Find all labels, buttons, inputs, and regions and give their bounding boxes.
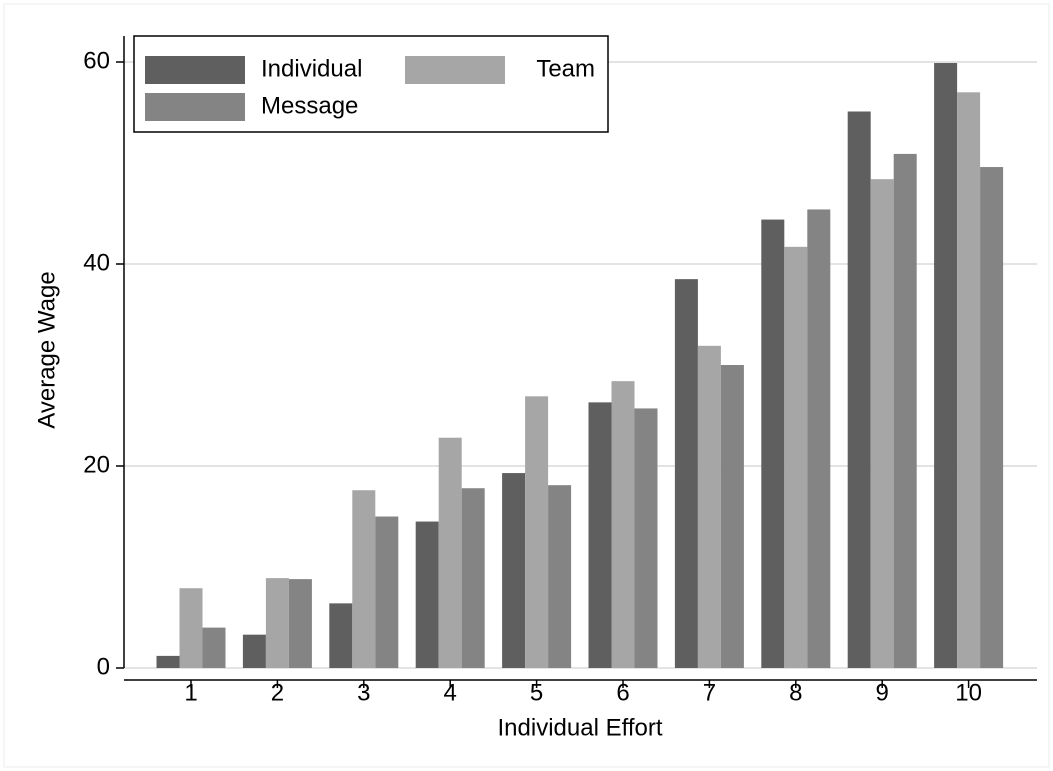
x-tick-label: 5	[530, 679, 543, 706]
bar	[720, 365, 744, 668]
bar	[242, 634, 266, 668]
legend-label: Individual	[261, 55, 362, 82]
x-tick-label: 4	[444, 679, 457, 706]
y-tick-label: 20	[83, 451, 110, 478]
bars	[156, 63, 1004, 669]
x-axis-title: Individual Effort	[498, 714, 663, 741]
legend-swatch	[145, 93, 245, 121]
bar	[415, 521, 439, 668]
bar	[980, 167, 1004, 669]
bar	[352, 490, 376, 668]
legend-label: Team	[536, 55, 595, 82]
bar	[847, 111, 871, 669]
bar	[588, 402, 612, 668]
axes: 0 20 40 60 1 2 3 4 5 6 7 8 9 10	[83, 36, 1037, 706]
legend-swatch	[145, 56, 245, 84]
bar	[548, 485, 572, 668]
legend-label: Message	[261, 92, 358, 119]
x-tick-label: 9	[876, 679, 889, 706]
legend-swatch	[405, 56, 505, 84]
x-tick-label: 7	[703, 679, 716, 706]
x-tick-label: 6	[616, 679, 629, 706]
bar	[784, 246, 808, 668]
bar	[674, 279, 698, 668]
x-tick-label: 10	[955, 679, 982, 706]
x-tick-label: 8	[789, 679, 802, 706]
bar	[265, 578, 289, 668]
bar	[957, 92, 981, 669]
bar	[375, 516, 399, 668]
bar	[611, 381, 635, 668]
y-tick-label: 60	[83, 47, 110, 74]
bar	[870, 179, 894, 668]
bar	[634, 408, 658, 668]
bar	[202, 627, 226, 668]
bar	[934, 63, 958, 668]
x-tick-label: 1	[184, 679, 197, 706]
bar	[156, 655, 180, 668]
bar	[761, 219, 785, 668]
bar	[461, 488, 485, 668]
y-tick-label: 0	[97, 653, 110, 680]
bar	[525, 396, 549, 668]
bar	[807, 209, 831, 668]
y-tick-label: 40	[83, 249, 110, 276]
bar	[288, 579, 312, 668]
bar	[697, 345, 721, 668]
bar	[502, 473, 526, 668]
x-tick-label: 3	[357, 679, 370, 706]
bar	[438, 437, 462, 668]
x-tick-label: 2	[271, 679, 284, 706]
bar	[179, 588, 203, 668]
bar	[329, 603, 353, 668]
legend: Individual Team Message	[133, 35, 609, 133]
bar	[893, 153, 917, 668]
y-axis-title: Average Wage	[33, 271, 60, 428]
